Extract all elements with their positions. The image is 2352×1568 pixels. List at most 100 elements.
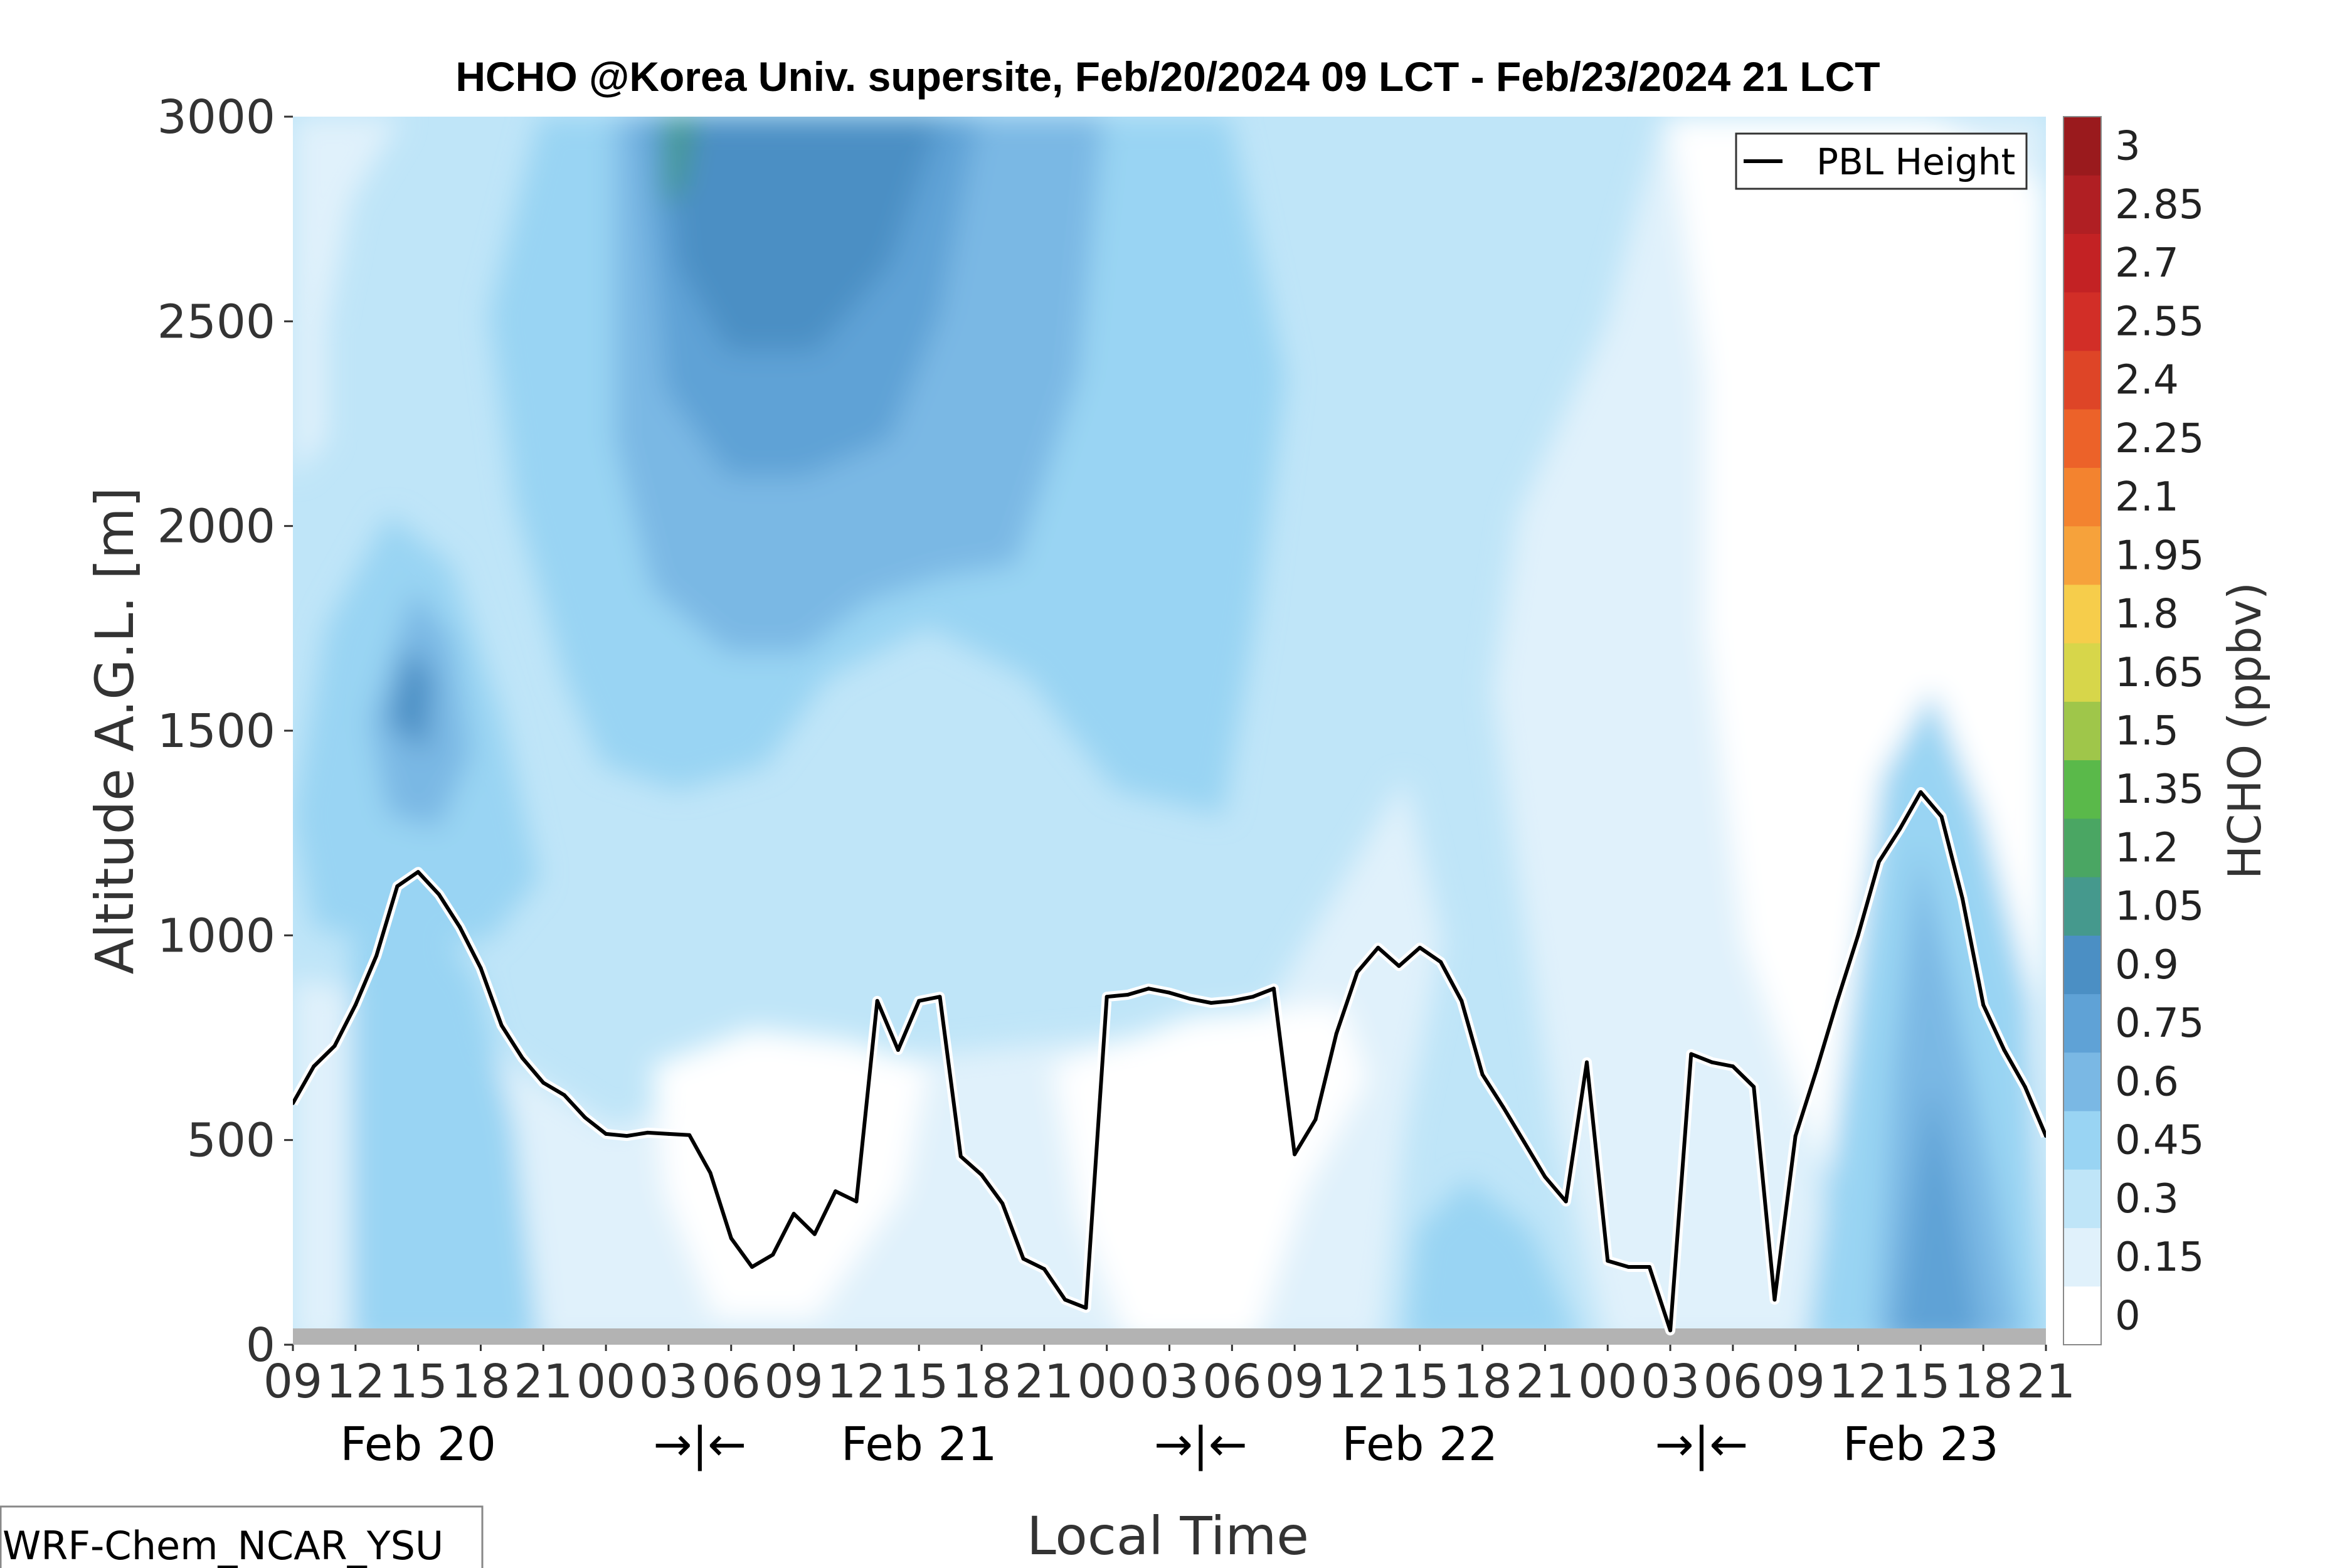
x-tick-label: 15 [389, 1355, 448, 1409]
day-labels: Feb 20 →|← Feb 21 →|← Feb 22 →|← Feb 23 [340, 1417, 1998, 1471]
colorbar-tick-label: 0.45 [2115, 1118, 2205, 1164]
pbl-height-point [1606, 1259, 1610, 1263]
day-label: Feb 21 [841, 1417, 997, 1471]
pbl-height-point [1772, 1298, 1777, 1302]
model-credit-box [0, 1505, 484, 1568]
colorbar-tick-label: 1.8 [2115, 591, 2179, 638]
colorbar-swatch [2063, 701, 2101, 761]
pbl-height-point [1271, 987, 1276, 991]
x-tick-label: 18 [451, 1355, 510, 1409]
day-label: →|← [1154, 1417, 1248, 1471]
field-contour-light-left [293, 117, 401, 477]
pbl-height-point [2002, 1048, 2006, 1052]
pbl-height-point [541, 1081, 546, 1085]
x-tick-label: 21 [1015, 1355, 1074, 1409]
pbl-height-point [1522, 1140, 1527, 1144]
pbl-height-point [1543, 1175, 1547, 1179]
y-tick-label: 2500 [157, 295, 275, 349]
y-tick-label: 3000 [157, 90, 275, 144]
pbl-height-point [1752, 1084, 1756, 1089]
field-contour-darker-right [1894, 1079, 1982, 1345]
pbl-height-point [521, 1056, 525, 1061]
pbl-height-point [1397, 964, 1401, 968]
pbl-height-point [980, 1173, 984, 1177]
pbl-height-point [1125, 992, 1130, 997]
pbl-height-point [1960, 896, 1964, 901]
x-tick-label: 15 [889, 1355, 948, 1409]
pbl-height-point [917, 999, 921, 1003]
pbl-height-point [604, 1131, 608, 1136]
pbl-height-point [2023, 1084, 2027, 1089]
pbl-height-point [896, 1048, 900, 1052]
colorbar-tick-label: 1.2 [2115, 825, 2179, 871]
pbl-height-point [1063, 1298, 1067, 1302]
colorbar-tick-label: 2.85 [2115, 182, 2205, 228]
colorbar-tick-label: 2.4 [2115, 358, 2179, 404]
x-tick-label: 21 [1515, 1355, 1574, 1409]
x-tick-label: 09 [1766, 1355, 1825, 1409]
x-tick-label: 21 [2016, 1355, 2075, 1409]
colorbar-swatch [2063, 1227, 2101, 1287]
colorbar-swatch [2063, 117, 2101, 176]
colorbar-swatch [2063, 467, 2101, 527]
colorbar-swatch [2063, 1169, 2101, 1229]
pbl-height-point [1209, 1001, 1214, 1005]
y-tick-label: 500 [187, 1114, 275, 1168]
pbl-height-point [312, 1064, 316, 1069]
colorbar-label: HCHO (ppbv) [2218, 582, 2271, 879]
pbl-height-point [1439, 960, 1443, 964]
pbl-height-point [1147, 987, 1151, 991]
pbl-height-point [625, 1134, 629, 1138]
field-contour-mid-low-2 [1405, 1179, 1581, 1345]
colorbar-tick-label: 2.7 [2115, 240, 2179, 287]
x-tick-label: 18 [1954, 1355, 2013, 1409]
pbl-height-point [2044, 1134, 2046, 1138]
colorbar-swatch [2063, 175, 2101, 234]
x-tick-label: 12 [1828, 1355, 1887, 1409]
x-tick-label: 06 [702, 1355, 761, 1409]
day-label: →|← [653, 1417, 746, 1471]
colorbar-tick-label: 1.35 [2115, 766, 2205, 813]
colorbar-swatch [2063, 584, 2101, 644]
pbl-height-point [374, 953, 379, 958]
field-contour-mid-low-1 [351, 891, 539, 1345]
pbl-height-point [1689, 1052, 1693, 1056]
colorbar-swatch [2063, 1286, 2101, 1345]
colorbar-tick-label: 1.95 [2115, 532, 2205, 579]
colorbar: 0 0.15 0.3 0.45 0.6 0.75 0.9 1.05 1.2 1.35 1.5 1.65… [2063, 116, 2205, 1345]
pbl-height-point [1459, 999, 1464, 1003]
pbl-height-point [293, 1101, 295, 1105]
field-contour-white-1 [652, 1029, 928, 1317]
pbl-height-point [353, 1003, 358, 1007]
pbl-height-point [499, 1023, 504, 1027]
pbl-height-point [1814, 1068, 1818, 1073]
colorbar-swatch [2063, 233, 2101, 293]
x-tick-label: 18 [952, 1355, 1011, 1409]
pbl-height-point [1898, 827, 1902, 831]
pbl-height-point [1584, 1060, 1589, 1064]
colorbar-tick-label: 1.5 [2115, 708, 2179, 755]
colorbar-tick-label: 0.15 [2115, 1234, 2205, 1281]
pbl-height-point [854, 1199, 859, 1204]
colorbar-tick-label: 0.3 [2115, 1176, 2179, 1222]
x-axis-label: Local Time [1027, 1505, 1309, 1567]
colorbar-tick-label: 0.9 [2115, 942, 2179, 988]
colorbar-swatch [2063, 409, 2101, 468]
y-axis-label: Altitude A.G.L. [m] [84, 487, 146, 975]
model-credit: WRF-Chem_NCAR_YSU [0, 1505, 484, 1568]
pbl-height-point [1668, 1328, 1673, 1333]
pbl-height-point [416, 870, 420, 874]
pbl-height-point [1293, 1152, 1297, 1157]
x-tick-label: 12 [326, 1355, 385, 1409]
x-tick-label: 03 [639, 1355, 698, 1409]
y-tick-label: 1500 [157, 704, 275, 758]
field-contour-green-spot [665, 117, 696, 207]
pbl-height-point [395, 884, 400, 889]
colorbar-swatch [2063, 643, 2101, 702]
pbl-height-point [771, 1253, 775, 1257]
pbl-height-point [812, 1232, 817, 1236]
pbl-height-point [562, 1093, 566, 1097]
pbl-height-point [792, 1212, 796, 1216]
pbl-height-point [875, 999, 879, 1003]
